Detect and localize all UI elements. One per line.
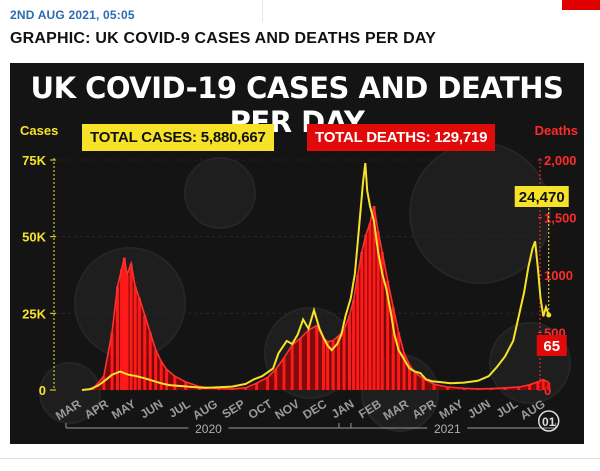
left-axis-label: Cases (20, 123, 59, 138)
year-label-bg (427, 420, 468, 436)
total-cases-badge: TOTAL CASES: 5,880,667 (82, 124, 274, 151)
brand-corner (562, 0, 600, 10)
year-label-bg (188, 420, 229, 436)
chart-title: UK COVID-19 CASES AND DEATHS PER DAY (30, 71, 564, 139)
article-headline[interactable]: GRAPHIC: UK COVID-9 CASES AND DEATHS PER… (10, 30, 437, 47)
left-axis-tick: 0 (39, 383, 46, 398)
month-label: NOV (272, 397, 301, 423)
chart-panel: UK COVID-19 CASES AND DEATHS PER DAY Cas… (10, 63, 584, 444)
deaths-annotation-bg (536, 335, 567, 356)
month-label: SEP (220, 397, 248, 422)
total-deaths-badge: TOTAL DEATHS: 129,719 (307, 124, 496, 151)
date-marker-label: 01 (542, 415, 556, 429)
left-axis-tick: 50K (22, 230, 46, 245)
month-label: FEB (356, 396, 384, 421)
month-label: APR (410, 396, 439, 421)
deaths-annotation-label: 65 (543, 338, 560, 355)
month-label: JUN (138, 397, 166, 422)
cases-annotation-label: 24,470 (519, 189, 565, 206)
year-label: 2020 (195, 422, 222, 436)
month-label: MAR (53, 396, 84, 423)
month-label: OCT (246, 396, 275, 422)
right-axis-tick: 1,500 (544, 211, 577, 226)
month-label: MAY (109, 397, 138, 422)
year-label: 2021 (434, 422, 461, 436)
footer-divider (0, 458, 600, 459)
right-axis-label: Deaths (534, 123, 578, 138)
month-label: MAR (381, 396, 412, 423)
cases-annotation-bg (514, 186, 569, 207)
article-dateline: 2ND AUG 2021, 05:05 (10, 8, 135, 22)
cases-line (81, 162, 550, 391)
month-label: JAN (329, 397, 357, 422)
date-marker-circle (537, 410, 560, 432)
month-label: JUL (494, 397, 521, 421)
right-axis-tick: 1000 (544, 268, 573, 283)
right-axis-tick: 2,000 (544, 153, 577, 168)
month-label: AUG (190, 397, 220, 423)
header-divider (262, 0, 263, 22)
month-label: JUN (465, 397, 493, 422)
texture-blob (39, 362, 101, 424)
texture-blob (184, 157, 256, 229)
month-label: MAY (437, 397, 466, 422)
month-label: APR (82, 396, 111, 421)
left-axis-tick: 75K (22, 153, 46, 168)
left-axis-tick: 25K (22, 306, 46, 321)
right-axis-tick: 0 (544, 383, 551, 398)
month-label: JUL (166, 397, 193, 421)
month-label: DEC (300, 396, 329, 421)
cases-annotation-dot (546, 312, 552, 318)
